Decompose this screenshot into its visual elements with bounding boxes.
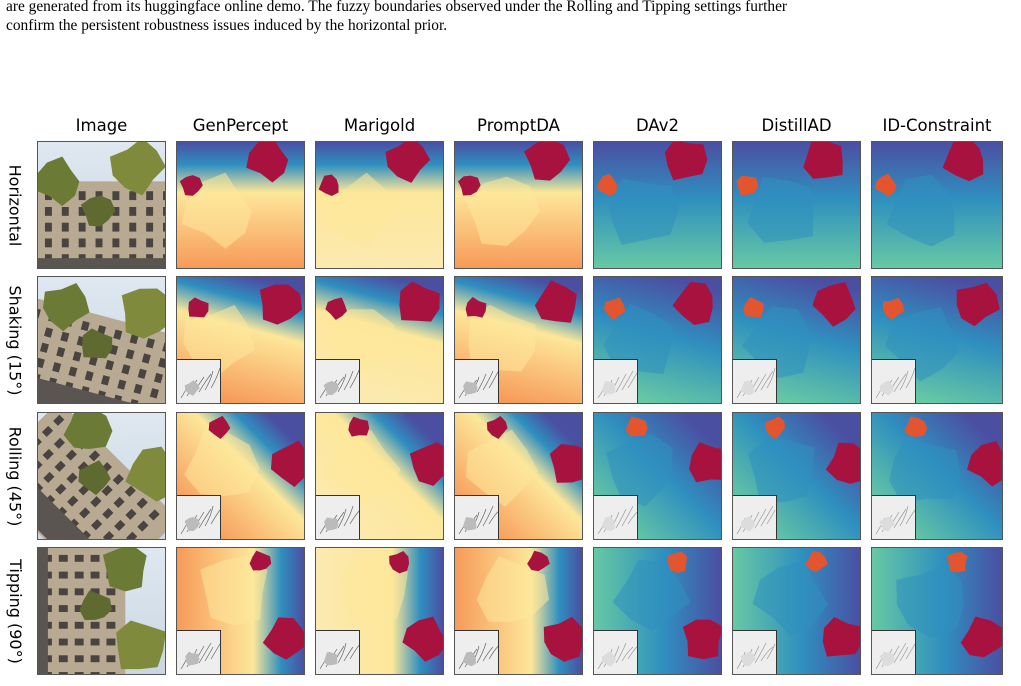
normal-inset-rolling-promptda [455,495,499,539]
panel-rolling-id-constraint [871,412,1003,540]
column-header-dav2: DAv2 [636,116,679,135]
panel-tipping-distillad [732,547,861,675]
panel-rolling-image [37,412,166,540]
normal-inset-shaking-dav2 [594,359,638,403]
column-header-promptda: PromptDA [477,116,560,135]
panel-tipping-genpercept [176,547,305,675]
normal-inset-shaking-marigold [316,359,360,403]
normal-inset-shaking-id-constraint [872,359,916,403]
panel-horizontal-promptda [454,141,583,269]
normal-inset-rolling-id-constraint [872,495,916,539]
normal-inset-rolling-dav2 [594,495,638,539]
panel-tipping-id-constraint [871,547,1003,675]
normal-inset-tipping-distillad [733,630,777,674]
normal-inset-rolling-marigold [316,495,360,539]
panel-horizontal-dav2 [593,141,722,269]
normal-inset-tipping-genpercept [177,630,221,674]
column-header-distillad: DistillAD [761,116,832,135]
panel-shaking-image [37,276,166,404]
column-header-genpercept: GenPercept [192,116,289,135]
panel-tipping-promptda [454,547,583,675]
caption-paragraph: are generated from its huggingface onlin… [6,0,1016,35]
panel-shaking-promptda [454,276,583,404]
normal-inset-shaking-distillad [733,359,777,403]
panel-tipping-image [37,547,166,675]
panel-shaking-marigold [315,276,444,404]
panel-rolling-genpercept [176,412,305,540]
column-header-image: Image [75,116,128,135]
column-header-id-constraint: ID-Constraint [882,116,992,135]
panel-horizontal-marigold [315,141,444,269]
panel-shaking-genpercept [176,276,305,404]
panel-shaking-dav2 [593,276,722,404]
panel-horizontal-id-constraint [871,141,1003,269]
panel-rolling-distillad [732,412,861,540]
normal-inset-rolling-distillad [733,495,777,539]
row-label-horizontal: Horizontal [5,164,25,246]
panel-rolling-marigold [315,412,444,540]
column-header-marigold: Marigold [343,116,416,135]
normal-inset-tipping-dav2 [594,630,638,674]
row-label-rolling: Rolling (45°) [5,426,25,526]
normal-inset-tipping-marigold [316,630,360,674]
normal-inset-shaking-genpercept [177,359,221,403]
panel-shaking-distillad [732,276,861,404]
normal-inset-rolling-genpercept [177,495,221,539]
panel-shaking-id-constraint [871,276,1003,404]
panel-horizontal-genpercept [176,141,305,269]
panel-horizontal-distillad [732,141,861,269]
row-label-shaking: Shaking (15°) [5,284,25,396]
row-label-tipping: Tipping (90°) [5,558,25,664]
panel-tipping-marigold [315,547,444,675]
normal-inset-tipping-promptda [455,630,499,674]
caption-line-2: confirm the persistent robustness issues… [6,17,448,34]
panel-tipping-dav2 [593,547,722,675]
normal-inset-shaking-promptda [455,359,499,403]
normal-inset-tipping-id-constraint [872,630,916,674]
panel-rolling-dav2 [593,412,722,540]
panel-rolling-promptda [454,412,583,540]
panel-horizontal-image [37,141,166,269]
caption-line-1: are generated from its huggingface onlin… [6,0,788,15]
